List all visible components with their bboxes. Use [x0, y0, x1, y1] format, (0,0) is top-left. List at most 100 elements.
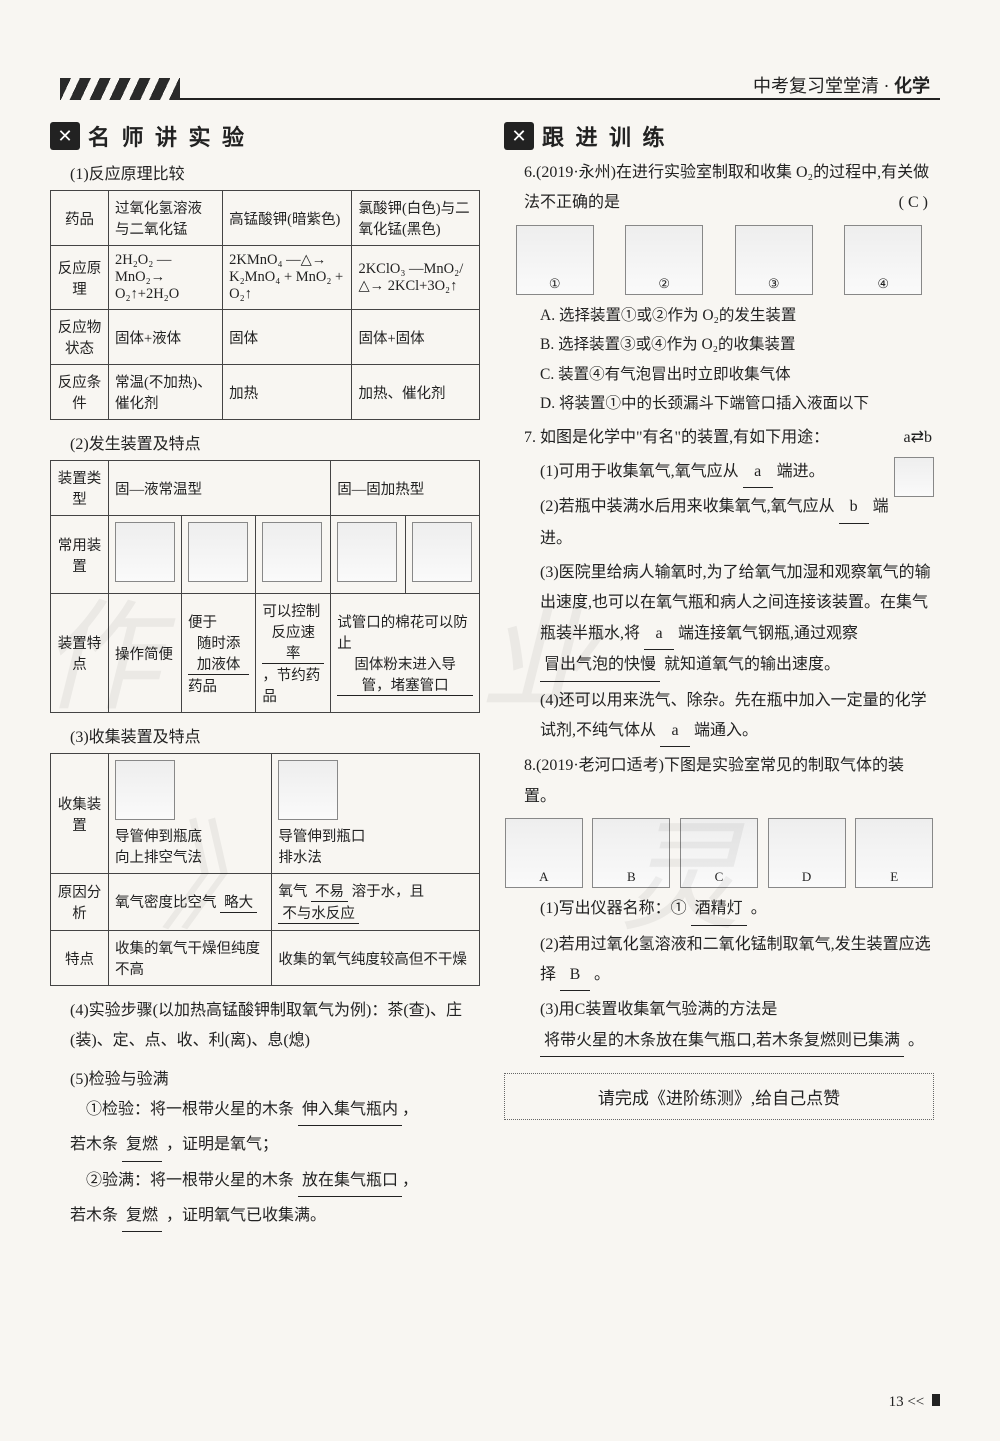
- text: 可以控制: [262, 604, 320, 620]
- method: 向上排空气法: [115, 850, 202, 866]
- table-principle: 药品 过氧化氢溶液与二氧化锰 高锰酸钾(暗紫色) 氯酸钾(白色)与二氧化锰(黑色…: [50, 190, 480, 420]
- table-row: 特点 收集的氧气干燥但纯度不高 收集的氧气纯度较高但不干燥: [51, 931, 480, 986]
- table-collect: 收集装置 导管伸到瓶底 向上排空气法 导管伸到瓶口 排水法 原因分析 氧气密度比…: [50, 753, 480, 986]
- text: 7. 如图是化学中"有名"的装置,有如下用途：: [524, 429, 829, 446]
- table-row: 装置类型 固—液常温型 固—固加热型: [51, 461, 480, 516]
- header-stripes: [60, 78, 180, 100]
- sub-1: (1)反应原理比较: [70, 160, 480, 184]
- cell: 固—液常温型: [109, 461, 331, 516]
- text: 。: [594, 966, 610, 983]
- fill-blank: 固体粉末进入导管，堵塞管口: [337, 653, 473, 696]
- text: 。: [908, 1032, 924, 1049]
- cell: 反应条件: [51, 365, 109, 420]
- apparatus-icon: E: [855, 818, 933, 888]
- fill-blank: 冒出气泡的快慢: [540, 650, 660, 681]
- cell: 收集的氧气纯度较高但不干燥: [272, 931, 480, 986]
- right-column: ✕ 跟 进 训 练 6.(2019·永州)在进行实验室制取和收集 O₂的过程中,…: [504, 120, 934, 1236]
- header-title-prefix: 中考复习堂堂清 ·: [753, 76, 894, 96]
- apparatus-icon: D: [768, 818, 846, 888]
- text: ，证明氧气已收集满。: [166, 1207, 326, 1224]
- q7-stem: 7. 如图是化学中"有名"的装置,有如下用途： a⇄b: [524, 423, 934, 453]
- text: 药品: [188, 679, 217, 695]
- q8-2: (2)若用过氧化氢溶液和二氧化锰制取氧气,发生装置应选择 B 。: [540, 930, 934, 992]
- check-line: 若木条 复燃 ，证明氧气已收集满。: [70, 1201, 480, 1232]
- left-column: ✕ 名 师 讲 实 验 (1)反应原理比较 药品 过氧化氢溶液与二氧化锰 高锰酸…: [50, 120, 480, 1236]
- fill-blank: 伸入集气瓶内: [298, 1095, 402, 1126]
- cell: 特点: [51, 931, 109, 986]
- page-header: 中考复习堂堂清 · 化学: [60, 78, 940, 102]
- sub-2: (2)发生装置及特点: [70, 430, 480, 454]
- fill-blank: 略大: [220, 891, 257, 913]
- text: 氧气密度比空气: [115, 895, 217, 911]
- fill-blank: 不易: [311, 880, 348, 902]
- q7-3: (3)医院里给病人输氧时,为了给氧气加湿和观察氧气的输出速度,也可以在氧气瓶和病…: [540, 558, 934, 682]
- sub-4: (4)实验步骤(以加热高锰酸钾制取氧气为例)：茶(查)、庄(装)、定、点、收、利…: [70, 996, 480, 1057]
- cell: 药品: [51, 191, 109, 246]
- cell: 固体+液体: [109, 310, 223, 365]
- table-row: 反应条件 常温(不加热)、催化剂 加热 加热、催化剂: [51, 365, 480, 420]
- text: 若木条: [70, 1136, 118, 1153]
- apparatus-icon: ③: [735, 225, 813, 295]
- cell: 收集装置: [51, 754, 109, 874]
- text: 试管口的棉花可以防止: [337, 615, 468, 652]
- text: (2)若瓶中装满水后用来收集氧气,氧气应从: [540, 498, 835, 515]
- cell: 原因分析: [51, 874, 109, 931]
- section-badge-left: ✕: [50, 122, 80, 150]
- method: 排水法: [278, 850, 322, 866]
- fill-blank: 不与水反应: [278, 902, 359, 924]
- section-title-right: 跟 进 训 练: [542, 120, 668, 152]
- q8-1: (1)写出仪器名称：① 酒精灯 。: [540, 894, 934, 925]
- cell: 固—固加热型: [331, 461, 480, 516]
- header-line: [180, 98, 940, 100]
- apparatus-icon: ④: [844, 225, 922, 295]
- q7-4: (4)还可以用来洗气、除杂。先在瓶中加入一定量的化学试剂,不纯气体从 a 端通入…: [540, 686, 934, 748]
- pg-num-text: 13 <<: [889, 1394, 925, 1410]
- cell: 氯酸钾(白色)与二氧化锰(黑色): [352, 191, 480, 246]
- text: 氧气: [278, 884, 307, 900]
- caption: 导管伸到瓶底: [115, 829, 202, 845]
- fill-blank: 随时添加液体: [188, 632, 249, 675]
- apparatus-icon: [115, 760, 175, 820]
- cell: 加热: [223, 365, 352, 420]
- table-row: 常用装置: [51, 516, 480, 594]
- cell: 过氧化氢溶液与二氧化锰: [109, 191, 223, 246]
- cell: 导管伸到瓶口 排水法: [272, 754, 480, 874]
- table-row: 药品 过氧化氢溶液与二氧化锰 高锰酸钾(暗紫色) 氯酸钾(白色)与二氧化锰(黑色…: [51, 191, 480, 246]
- text: (1)写出仪器名称：①: [540, 900, 687, 917]
- cell: [182, 516, 256, 594]
- sub-3: (3)收集装置及特点: [70, 723, 480, 747]
- cell: 加热、催化剂: [352, 365, 480, 420]
- apparatus-icon: [412, 522, 472, 582]
- cell: 常用装置: [51, 516, 109, 594]
- text: ，证明是氧气；: [166, 1136, 278, 1153]
- fill-blank: 复燃: [122, 1201, 162, 1232]
- cell: 2KMnO₄ —△→ K₂MnO₄ + MnO₂ + O₂↑: [223, 246, 352, 310]
- table-row: 收集装置 导管伸到瓶底 向上排空气法 导管伸到瓶口 排水法: [51, 754, 480, 874]
- text: 若木条: [70, 1207, 118, 1224]
- table-row: 反应原理 2H₂O₂ —MnO₂→ O₂↑+2H₂O 2KMnO₄ —△→ K₂…: [51, 246, 480, 310]
- apparatus-icon: C: [680, 818, 758, 888]
- fill-blank: b: [839, 492, 869, 523]
- table-apparatus: 装置类型 固—液常温型 固—固加热型 常用装置 装置特点 操作简便 便于 随时添…: [50, 460, 480, 713]
- text: 端进。: [777, 463, 825, 480]
- apparatus-icon: ①: [516, 225, 594, 295]
- section-head-left: ✕ 名 师 讲 实 验: [50, 120, 480, 152]
- cell: 可以控制 反应速率 ，节约药品: [256, 594, 331, 713]
- fill-blank: a: [743, 457, 773, 488]
- q6-answer: ( C ): [899, 188, 928, 218]
- cell: 氧气 不易 溶于水，且 不与水反应: [272, 874, 480, 931]
- section-title-left: 名 师 讲 实 验: [88, 120, 247, 152]
- apparatus-icon: A: [505, 818, 583, 888]
- q6-opt-d: D. 将装置①中的长颈漏斗下端管口插入液面以下: [540, 389, 934, 418]
- fill-blank: 酒精灯: [691, 894, 747, 925]
- footer-box: 请完成《进阶练测》,给自己点赞: [504, 1073, 934, 1120]
- cell: 固体: [223, 310, 352, 365]
- cell: 反应物状态: [51, 310, 109, 365]
- caption: 导管伸到瓶口: [278, 829, 365, 845]
- text: ①检验：将一根带火星的木条: [86, 1101, 294, 1118]
- cell: 导管伸到瓶底 向上排空气法: [109, 754, 272, 874]
- fill-blank: a: [660, 716, 690, 747]
- fill-blank: a: [644, 619, 674, 650]
- cell: 固体+固体: [352, 310, 480, 365]
- cell: 2KClO₃ —MnO₂/△→ 2KCl+3O₂↑: [352, 246, 480, 310]
